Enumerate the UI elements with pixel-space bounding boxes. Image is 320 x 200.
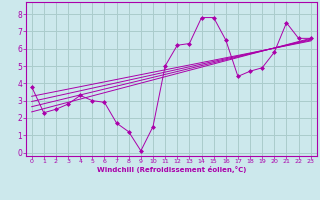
- X-axis label: Windchill (Refroidissement éolien,°C): Windchill (Refroidissement éolien,°C): [97, 166, 246, 173]
